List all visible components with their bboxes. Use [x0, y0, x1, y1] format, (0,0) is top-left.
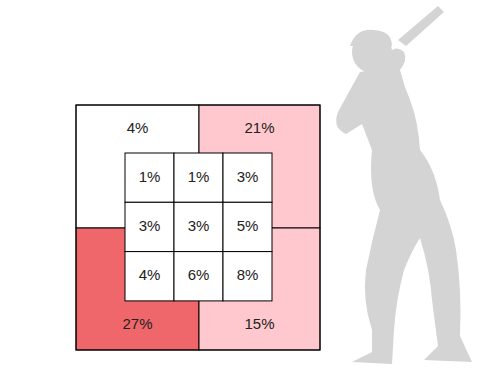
body	[336, 48, 472, 364]
zone-cell	[223, 252, 272, 301]
outer-label: 27%	[122, 315, 152, 332]
outer-frame	[76, 105, 320, 350]
cell-label: 4%	[139, 266, 161, 283]
cell-label: 5%	[237, 217, 259, 234]
cell-label: 1%	[188, 168, 210, 185]
zone-cell	[125, 202, 174, 251]
bat	[398, 6, 444, 46]
outer-label: 4%	[127, 119, 149, 136]
zone-cell	[174, 202, 223, 251]
batter-silhouette	[336, 6, 472, 364]
cell-label: 3%	[237, 168, 259, 185]
cell-label: 1%	[139, 168, 161, 185]
zone-cell	[174, 252, 223, 301]
zone-cell	[125, 153, 174, 202]
cell-label: 3%	[188, 217, 210, 234]
zone-cell	[223, 153, 272, 202]
cap	[350, 30, 392, 46]
zone-cell	[174, 153, 223, 202]
zone-cell	[223, 202, 272, 251]
cell-label: 8%	[237, 266, 259, 283]
outer-label: 21%	[244, 119, 274, 136]
cell-label: 3%	[139, 217, 161, 234]
zone-cell	[125, 252, 174, 301]
outer-label: 15%	[244, 315, 274, 332]
chart: 4% 21% 27% 15% 1% 1% 3% 3% 3% 5% 4% 6% 8%	[0, 0, 502, 373]
cell-label: 6%	[188, 266, 210, 283]
